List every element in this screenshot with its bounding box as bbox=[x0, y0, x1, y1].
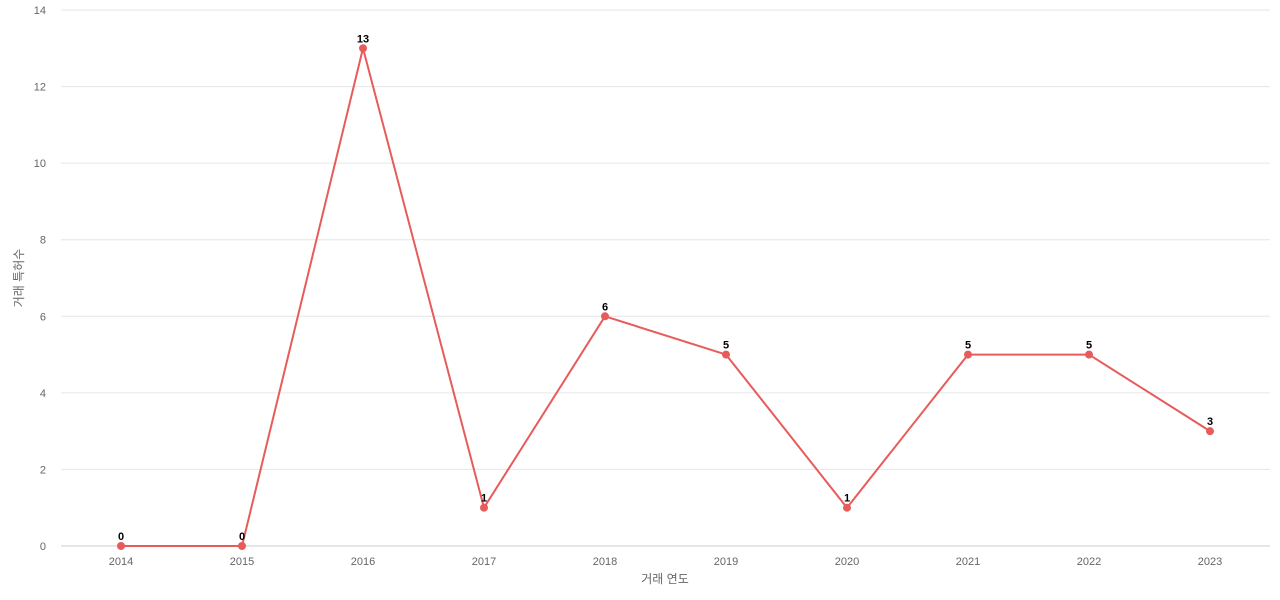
x-tick-label: 2022 bbox=[1077, 556, 1101, 568]
y-tick-label: 10 bbox=[34, 158, 46, 170]
x-tick-label: 2018 bbox=[593, 556, 617, 568]
data-point bbox=[964, 350, 972, 359]
y-tick-label: 6 bbox=[40, 311, 46, 323]
data-label: 13 bbox=[357, 33, 369, 45]
data-point bbox=[722, 350, 730, 359]
data-label: 5 bbox=[723, 340, 729, 352]
data-label: 1 bbox=[481, 493, 487, 505]
y-axis-title: 거래 특허수 bbox=[12, 249, 26, 308]
y-tick-label: 8 bbox=[40, 235, 46, 247]
data-point bbox=[238, 542, 246, 550]
data-label: 1 bbox=[844, 493, 850, 505]
grid-lines bbox=[61, 9, 1270, 547]
series-group bbox=[117, 44, 1214, 550]
data-point bbox=[601, 312, 609, 321]
y-tick-label: 2 bbox=[40, 464, 46, 476]
data-point bbox=[843, 503, 851, 512]
x-tick-label: 2023 bbox=[1198, 556, 1222, 568]
data-label: 5 bbox=[965, 340, 971, 352]
x-tick-label: 2014 bbox=[109, 556, 133, 568]
data-label: 5 bbox=[1086, 340, 1092, 352]
y-tick-label: 14 bbox=[34, 5, 46, 17]
x-tick-label: 2021 bbox=[956, 556, 980, 568]
data-point bbox=[480, 503, 488, 512]
y-tick-label: 0 bbox=[40, 541, 46, 553]
x-tick-label: 2016 bbox=[351, 556, 375, 568]
data-label: 3 bbox=[1207, 416, 1213, 428]
data-point bbox=[359, 44, 367, 53]
data-label: 0 bbox=[239, 531, 245, 543]
x-tick-label: 2017 bbox=[472, 556, 496, 568]
x-axis-ticks: 2014 2015 2016 2017 2018 2019 2020 2021 2022 2023 bbox=[109, 556, 1222, 568]
x-tick-label: 2020 bbox=[835, 556, 859, 568]
data-point bbox=[1085, 350, 1093, 359]
data-label: 0 bbox=[118, 531, 124, 543]
data-label: 6 bbox=[602, 301, 608, 313]
data-point bbox=[117, 542, 125, 550]
x-tick-label: 2015 bbox=[230, 556, 254, 568]
x-tick-label: 2019 bbox=[714, 556, 738, 568]
data-labels: 0 0 13 1 6 5 1 5 5 3 bbox=[118, 33, 1213, 543]
y-axis-ticks: 0 2 4 6 8 10 12 14 bbox=[34, 5, 46, 553]
y-tick-label: 12 bbox=[34, 82, 46, 94]
x-axis-title: 거래 연도 bbox=[641, 572, 689, 586]
y-tick-label: 4 bbox=[40, 388, 46, 400]
data-point bbox=[1206, 427, 1214, 436]
series-line bbox=[121, 47, 1211, 547]
